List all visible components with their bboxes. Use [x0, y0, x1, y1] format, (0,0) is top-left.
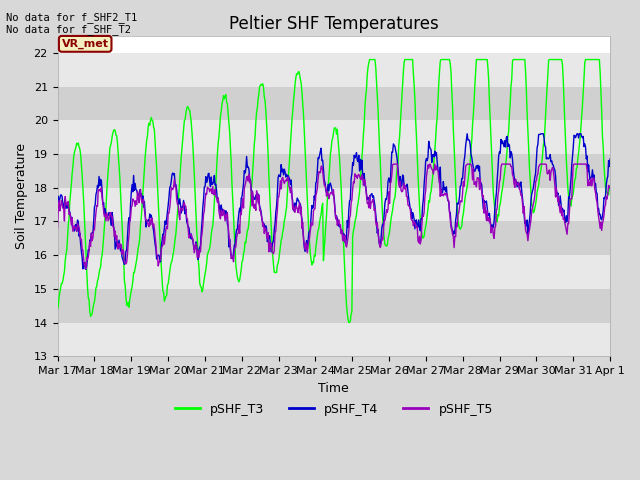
pSHF_T5 [82, 266, 90, 272]
pSHF_T4 [122, 258, 129, 264]
Bar [58, 255, 610, 289]
pSHF_T5 [606, 185, 614, 191]
pSHF_T3 [177, 165, 184, 171]
pSHF_T4 [606, 156, 614, 162]
Text: No data for f_SHF_T2: No data for f_SHF_T2 [6, 24, 131, 35]
pSHF_T5 [54, 224, 61, 230]
Title: Peltier SHF Temperatures: Peltier SHF Temperatures [229, 15, 438, 33]
Legend: pSHF_T3, pSHF_T4, pSHF_T5: pSHF_T3, pSHF_T4, pSHF_T5 [170, 397, 498, 420]
pSHF_T5 [419, 212, 426, 218]
pSHF_T5 [390, 161, 397, 167]
Bar [58, 289, 610, 323]
pSHF_T3 [120, 278, 128, 284]
Text: VR_met: VR_met [61, 39, 109, 49]
pSHF_T3 [365, 57, 373, 62]
Line: pSHF_T3: pSHF_T3 [58, 60, 610, 323]
Y-axis label: Soil Temperature: Soil Temperature [15, 143, 28, 249]
pSHF_T5 [63, 203, 71, 208]
Text: No data for f_SHF2_T1: No data for f_SHF2_T1 [6, 12, 138, 23]
pSHF_T4 [177, 210, 185, 216]
Line: pSHF_T5: pSHF_T5 [58, 164, 610, 269]
Bar [58, 120, 610, 154]
Bar [58, 86, 610, 120]
pSHF_T5 [403, 193, 410, 199]
pSHF_T3 [63, 235, 71, 240]
Line: pSHF_T4: pSHF_T4 [58, 134, 610, 269]
Bar [58, 323, 610, 356]
pSHF_T3 [345, 320, 353, 325]
pSHF_T5 [122, 260, 129, 266]
Bar [58, 53, 610, 86]
pSHF_T4 [54, 200, 61, 206]
X-axis label: Time: Time [319, 382, 349, 395]
pSHF_T3 [54, 305, 61, 311]
pSHF_T3 [606, 183, 614, 189]
pSHF_T4 [207, 184, 214, 190]
pSHF_T5 [207, 186, 214, 192]
pSHF_T4 [63, 205, 71, 211]
pSHF_T4 [402, 184, 410, 190]
pSHF_T4 [418, 216, 426, 222]
Bar [58, 221, 610, 255]
pSHF_T3 [419, 235, 426, 241]
pSHF_T3 [403, 57, 410, 62]
pSHF_T5 [177, 205, 185, 211]
Bar [58, 154, 610, 188]
pSHF_T4 [537, 131, 545, 137]
Bar [58, 188, 610, 221]
pSHF_T4 [82, 266, 90, 272]
pSHF_T3 [206, 245, 214, 251]
